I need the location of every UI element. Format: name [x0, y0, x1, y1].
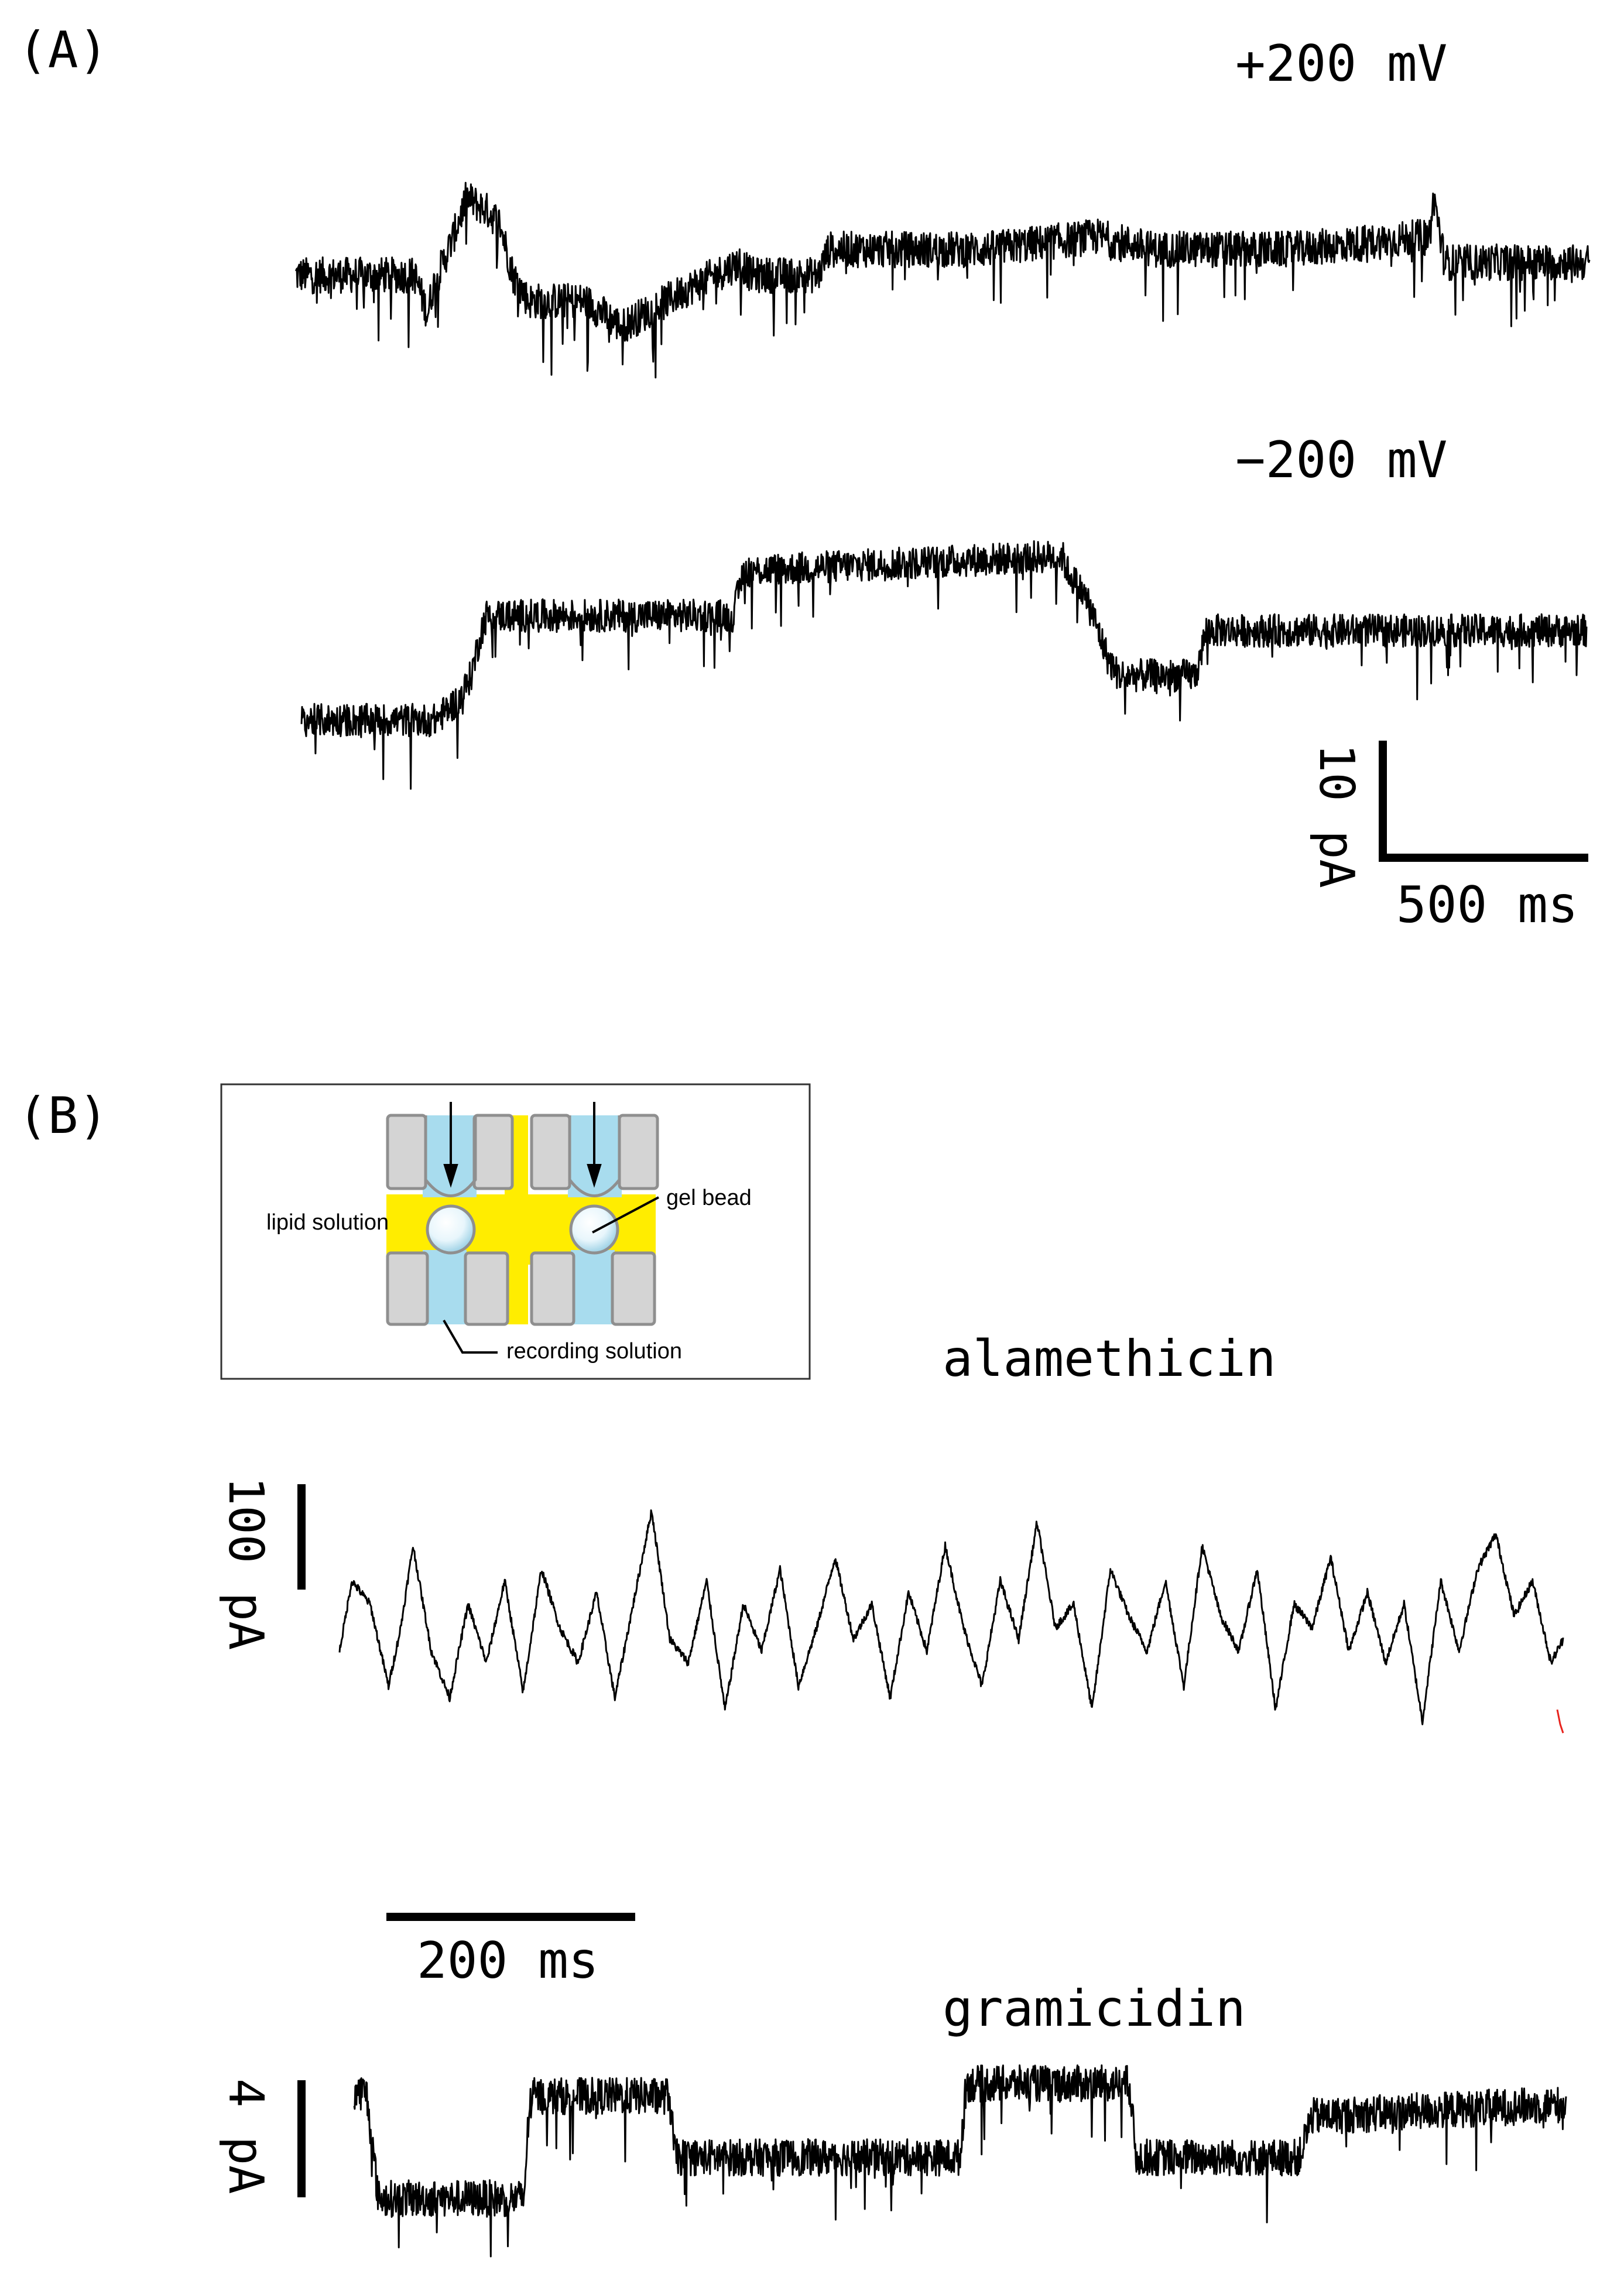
scalebar-alamethicin-vertical [297, 1484, 306, 1590]
scalebar-b-horizontal [386, 1913, 635, 1921]
gel-bead-label: gel bead [666, 1186, 752, 1210]
panel-b-label: (B) [18, 1087, 108, 1145]
bead-leader-line [592, 1196, 659, 1234]
panel-a-label: (A) [18, 21, 108, 80]
recording-solution-label: recording solution [506, 1339, 682, 1364]
scalebar-gramicidin-label: 4 pA [218, 2078, 273, 2194]
arrow-icon [443, 1102, 602, 1188]
lipid-solution-label: lipid solution [266, 1210, 389, 1235]
trace-alamethicin [338, 1509, 1564, 1725]
drop-tip-right [568, 1115, 621, 1197]
panel-a: +200 mV −200 mV 10 pA 500 ms [294, 35, 1591, 934]
scalebar-a-horizontal [1379, 854, 1588, 862]
trace-title-gramicidin: gramicidin [943, 1980, 1246, 2038]
scalebar-a-current-label: 10 pA [1308, 744, 1364, 888]
trace-artifact [1556, 1709, 1564, 1734]
trace-pos200mv [294, 182, 1591, 379]
inset-diagram: lipid solution gel bead recording soluti… [220, 1083, 811, 1380]
gel-bead-right [569, 1204, 619, 1255]
scalebar-b-time-label: 200 ms [417, 1932, 599, 1990]
drop-tip-left [424, 1115, 477, 1197]
trace-neg200mv [300, 540, 1588, 790]
trace-title-neg200: −200 mV [1235, 431, 1447, 489]
scalebar-a-time-label: 500 ms [1396, 876, 1578, 934]
recording-solution-regions [423, 1115, 622, 1324]
gel-bead-left [426, 1204, 476, 1255]
scalebar-a-vertical [1379, 741, 1387, 861]
trace-title-pos200: +200 mV [1235, 35, 1447, 93]
trace-gramicidin [353, 2064, 1567, 2258]
panel-b: alamethicin 100 pA 200 ms gramicidin 4 p… [218, 1330, 1567, 2258]
trace-title-alamethicin: alamethicin [943, 1330, 1276, 1388]
recording-leader-line [443, 1319, 498, 1354]
scalebar-gramicidin-vertical [297, 2080, 306, 2197]
scalebar-alamethicin-label: 100 pA [218, 1477, 273, 1650]
chamber-blocks [386, 1114, 659, 1326]
